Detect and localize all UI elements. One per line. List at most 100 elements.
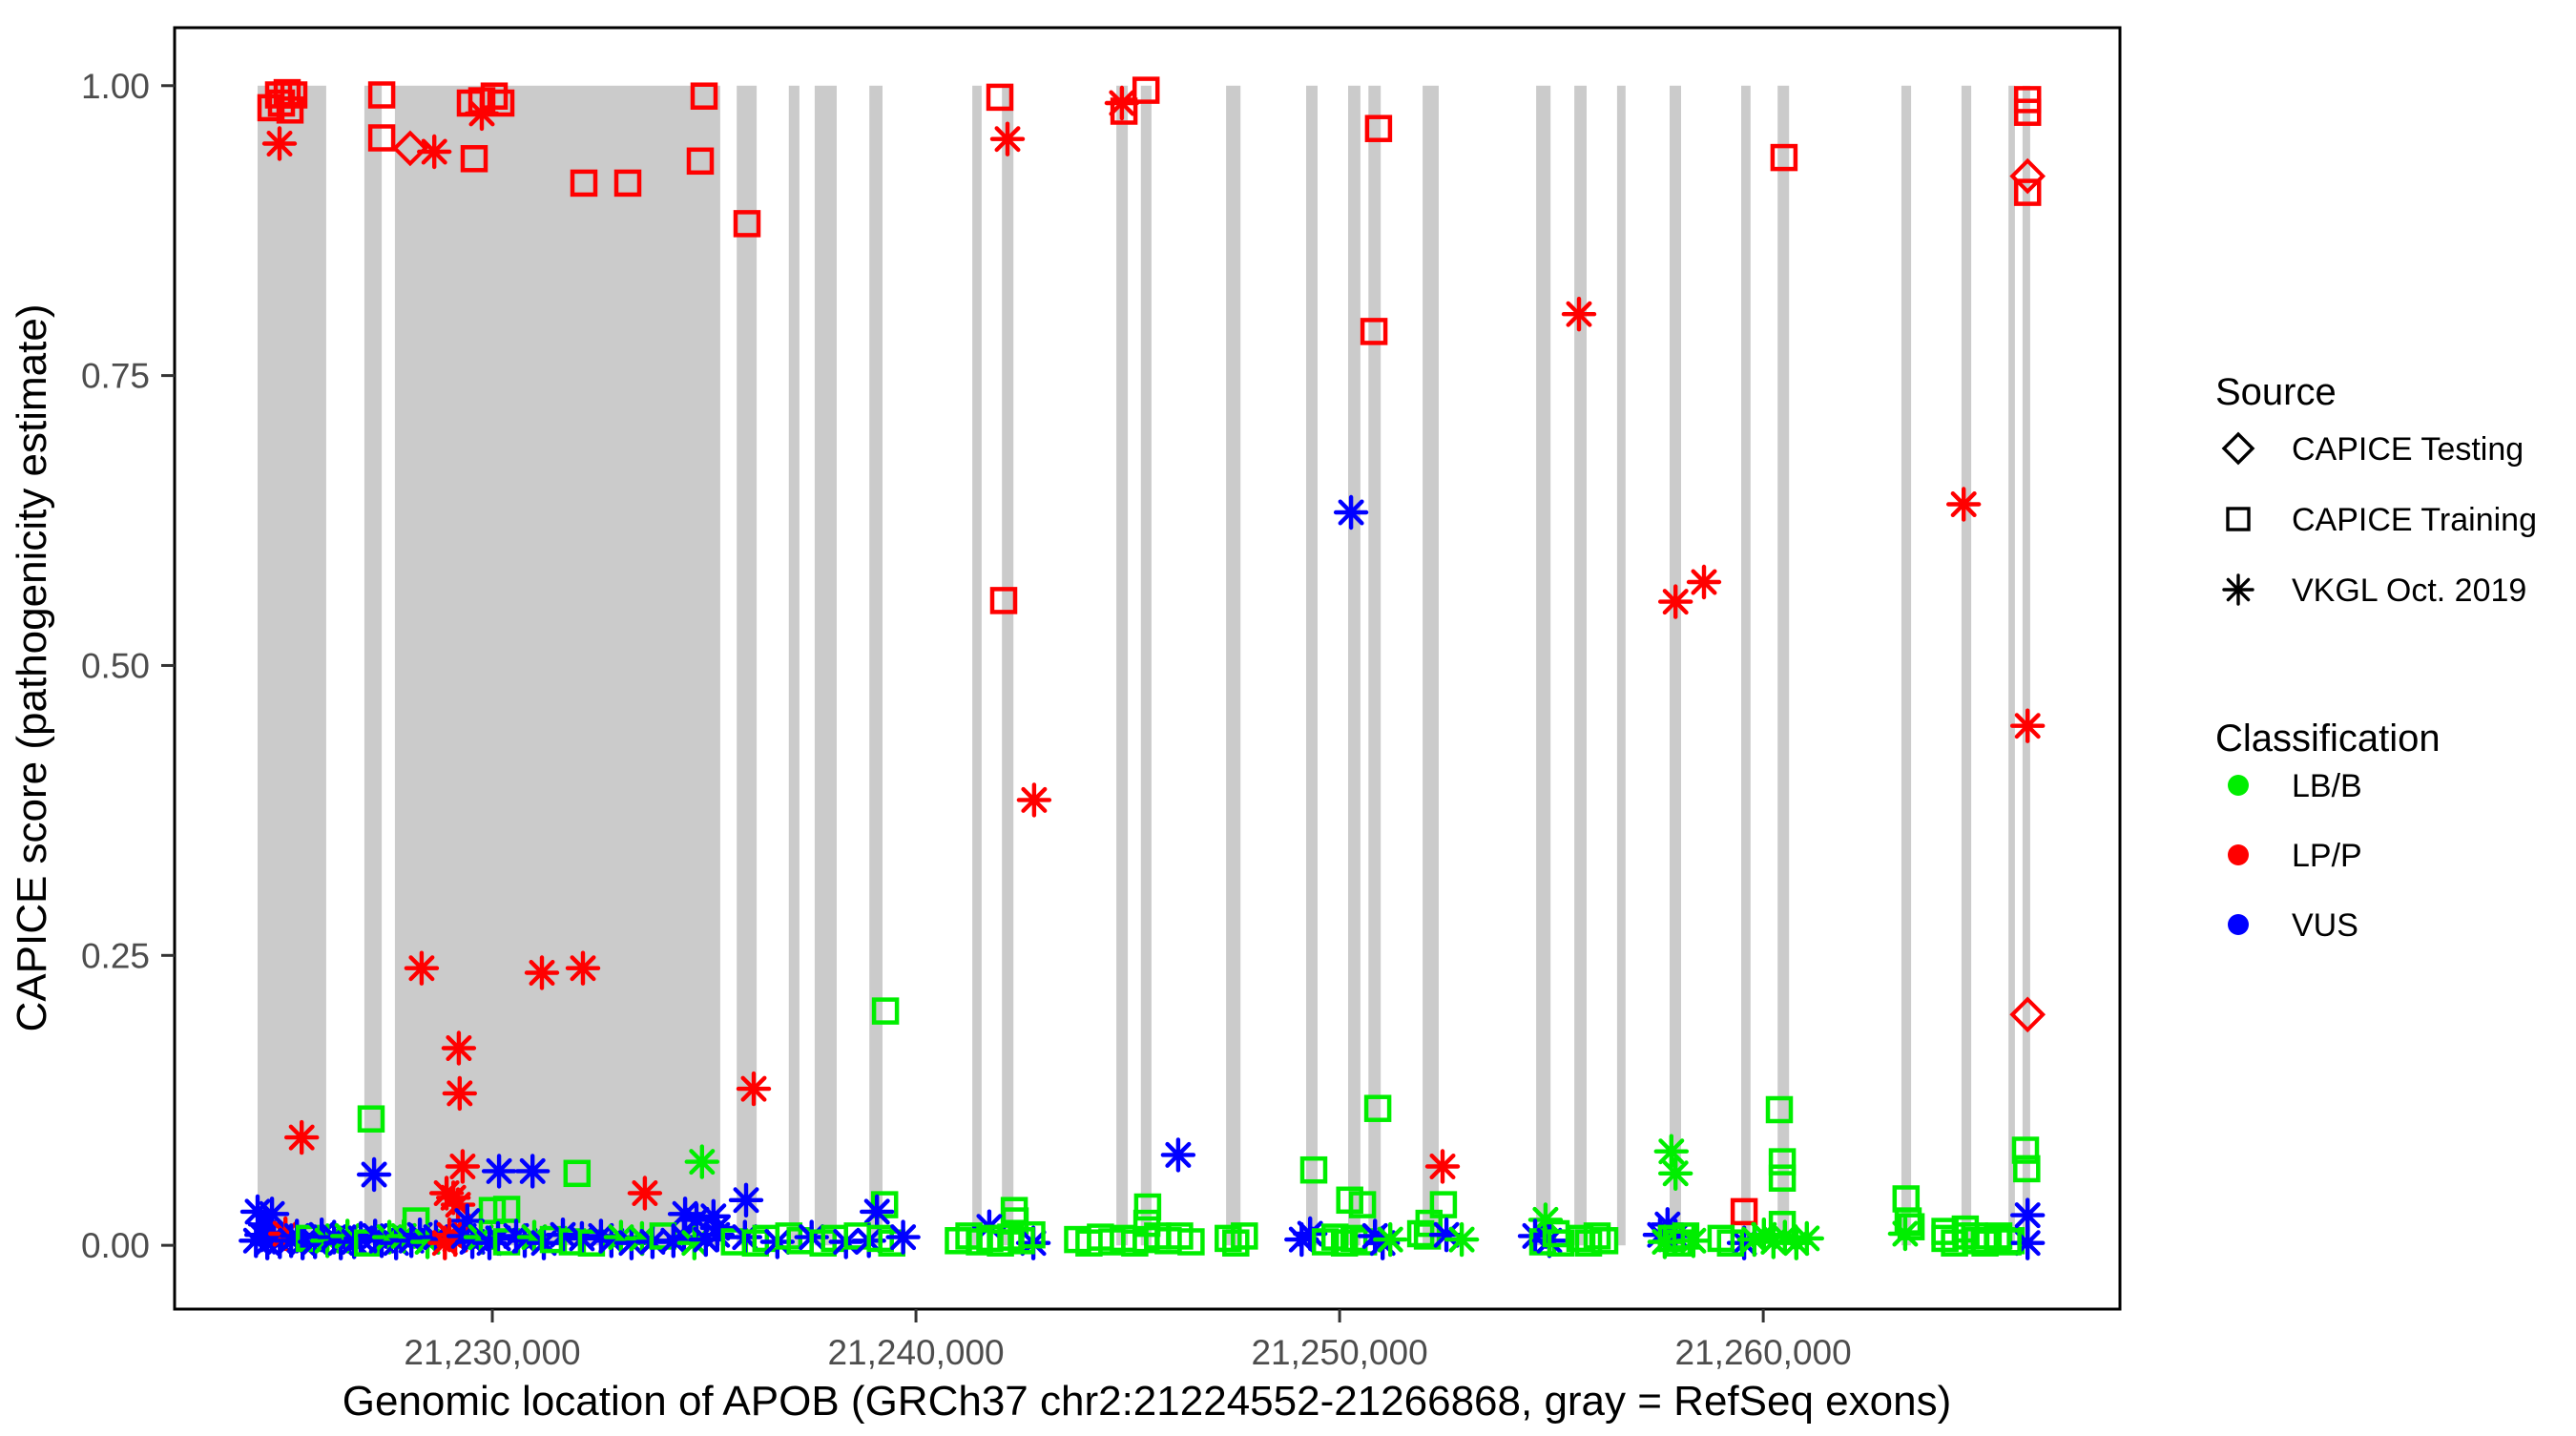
point-square-icon bbox=[1215, 1224, 1242, 1253]
exon-bar bbox=[814, 85, 837, 1246]
point-asterisk-icon bbox=[860, 1194, 895, 1230]
exon-bar bbox=[1116, 85, 1129, 1246]
exon-bar bbox=[1423, 85, 1439, 1246]
exon-bar bbox=[1741, 85, 1751, 1246]
point-square-icon bbox=[1299, 1155, 1328, 1184]
lpp-dot-icon bbox=[2228, 844, 2249, 865]
point-diamond-icon bbox=[392, 130, 428, 167]
point-diamond-icon bbox=[2009, 996, 2046, 1033]
point-square-icon bbox=[2013, 178, 2042, 206]
point-asterisk-icon bbox=[688, 1221, 723, 1258]
point-square-icon bbox=[1590, 1227, 1619, 1255]
plot-panel-border bbox=[173, 26, 2122, 1311]
exon-bar bbox=[1226, 85, 1241, 1246]
y-tick-label: 1.00 bbox=[81, 67, 150, 106]
point-asterisk-icon bbox=[885, 1219, 921, 1255]
exon-bar bbox=[1140, 85, 1152, 1246]
point-asterisk-icon bbox=[441, 1030, 477, 1066]
point-square-icon bbox=[2013, 1155, 2041, 1183]
y-axis-title: CAPICE score (pathogenicity estimate) bbox=[9, 304, 55, 1032]
point-asterisk-icon bbox=[1657, 1155, 1693, 1192]
point-square-icon bbox=[492, 1196, 521, 1223]
point-square-icon bbox=[870, 1191, 899, 1218]
point-square-icon bbox=[570, 169, 598, 198]
exon-bar bbox=[1961, 85, 1972, 1246]
x-tick-label: 21,250,000 bbox=[1251, 1333, 1427, 1372]
point-asterisk-icon bbox=[1887, 1216, 1923, 1252]
y-tick-label: 0.25 bbox=[81, 936, 150, 975]
point-asterisk-icon bbox=[1527, 1202, 1564, 1238]
point-asterisk-icon bbox=[728, 1182, 764, 1218]
point-square-icon bbox=[478, 1197, 507, 1224]
x-tick-label: 21,230,000 bbox=[404, 1333, 580, 1372]
point-square-icon bbox=[1583, 1222, 1611, 1250]
y-tick-label: 0.00 bbox=[81, 1226, 150, 1265]
square-icon bbox=[2226, 507, 2251, 531]
point-square-icon bbox=[276, 96, 304, 124]
point-asterisk-icon bbox=[627, 1176, 663, 1211]
legend-classification: Classification LB/B LP/P VUS bbox=[2215, 718, 2441, 944]
legend-source-title: Source bbox=[2215, 371, 2337, 413]
point-asterisk-icon bbox=[261, 126, 298, 161]
point-square-icon bbox=[357, 1105, 385, 1133]
legend-source: Source CAPICE Testing CAPICE Training VK… bbox=[2215, 371, 2537, 609]
point-square-icon bbox=[273, 78, 301, 107]
legend-item-capice-training: CAPICE Training bbox=[2292, 502, 2537, 538]
point-asterisk-icon bbox=[356, 1156, 392, 1193]
point-diamond-icon bbox=[2009, 157, 2046, 195]
exon-bar bbox=[1574, 85, 1587, 1246]
point-square-icon bbox=[686, 147, 715, 176]
point-asterisk-icon bbox=[1675, 1223, 1712, 1259]
point-asterisk-icon bbox=[481, 1154, 517, 1189]
point-asterisk-icon bbox=[1372, 1221, 1408, 1258]
asterisk-icon bbox=[2222, 573, 2254, 606]
point-asterisk-icon bbox=[445, 1149, 481, 1184]
legend-classification-title: Classification bbox=[2215, 718, 2441, 760]
exon-bar bbox=[394, 85, 720, 1246]
point-asterisk-icon bbox=[1292, 1216, 1328, 1252]
point-square-icon bbox=[1132, 76, 1160, 104]
point-asterisk-icon bbox=[1945, 487, 1982, 522]
exon-bar bbox=[1306, 85, 1318, 1246]
point-asterisk-icon bbox=[515, 1154, 551, 1189]
y-tick-label: 0.75 bbox=[81, 357, 150, 396]
point-asterisk-icon bbox=[1160, 1137, 1196, 1173]
point-square-icon bbox=[613, 169, 642, 198]
diamond-icon bbox=[2221, 431, 2255, 466]
point-square-icon bbox=[1018, 1220, 1046, 1249]
exon-bar bbox=[1670, 85, 1681, 1246]
point-asterisk-icon bbox=[1444, 1221, 1480, 1258]
point-asterisk-icon bbox=[404, 950, 440, 986]
point-square-icon bbox=[2013, 98, 2042, 126]
exon-bar bbox=[788, 85, 800, 1246]
y-axis: 0.00 0.25 0.50 0.75 1.00 bbox=[81, 67, 175, 1265]
point-square-icon bbox=[280, 81, 308, 109]
point-asterisk-icon bbox=[989, 121, 1026, 156]
point-square-icon bbox=[989, 587, 1018, 614]
exon-bar bbox=[2022, 85, 2030, 1246]
point-square-icon bbox=[733, 210, 761, 238]
point-asterisk-icon bbox=[1016, 782, 1052, 818]
point-square-icon bbox=[690, 82, 718, 110]
point-square-icon bbox=[1001, 1207, 1029, 1235]
exon-bar bbox=[869, 85, 883, 1246]
point-asterisk-icon bbox=[464, 95, 500, 132]
point-square-icon bbox=[1429, 1191, 1458, 1218]
point-square-icon bbox=[367, 124, 396, 152]
exon-bar bbox=[1901, 85, 1912, 1246]
exon-bar bbox=[1536, 85, 1551, 1246]
x-axis-title: Genomic location of APOB (GRCh37 chr2:21… bbox=[343, 1378, 1951, 1425]
point-asterisk-icon bbox=[2009, 1197, 2046, 1233]
point-square-icon bbox=[2011, 1136, 2040, 1164]
point-square-icon bbox=[1360, 318, 1388, 345]
point-square-icon bbox=[1364, 114, 1393, 142]
legend-item-lpp: LP/P bbox=[2292, 838, 2362, 874]
point-asterisk-icon bbox=[284, 1119, 320, 1155]
exon-bar bbox=[1616, 85, 1626, 1246]
point-asterisk-icon bbox=[699, 1217, 735, 1253]
legend-item-vus: VUS bbox=[2292, 907, 2358, 944]
point-square-icon bbox=[1177, 1228, 1205, 1256]
point-square-icon bbox=[1768, 1148, 1797, 1176]
point-square-icon bbox=[1348, 1191, 1377, 1218]
